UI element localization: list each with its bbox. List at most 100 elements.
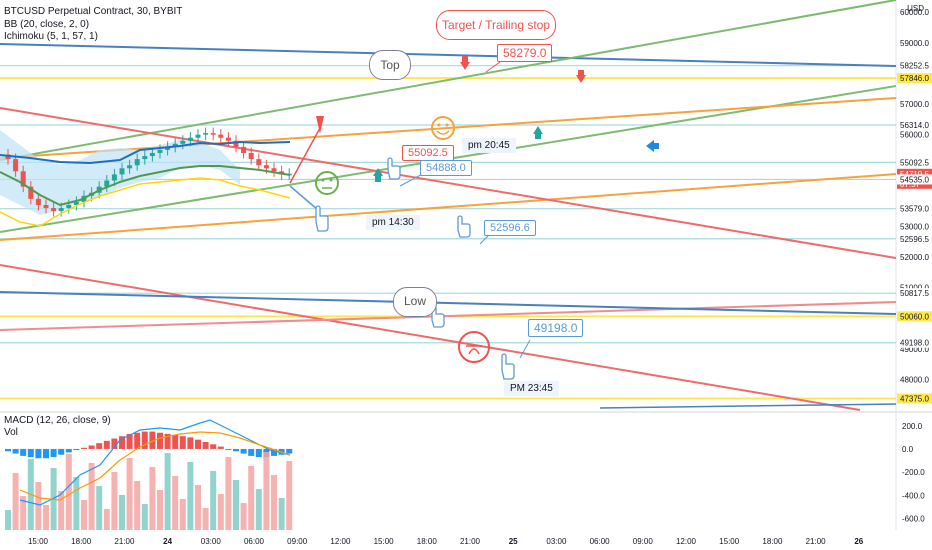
macd-bar — [255, 448, 262, 458]
candle-body — [271, 168, 277, 172]
volume-bar — [255, 489, 262, 530]
blue-trendline-short — [599, 403, 897, 409]
price-tick: 53000.0 — [900, 222, 929, 231]
sad-face-icon — [458, 331, 490, 363]
macd-bar — [96, 443, 103, 449]
price-tick: 57000.0 — [900, 100, 929, 109]
volume-bar — [96, 486, 103, 530]
time-tick: 12:00 — [676, 537, 697, 546]
price-tag-label: 56314.0 — [900, 121, 929, 130]
macd-bar — [103, 440, 110, 449]
candle-body — [127, 165, 133, 169]
macd-bar — [187, 437, 194, 449]
candle-body — [165, 146, 171, 150]
volume-bar — [210, 471, 217, 530]
target-bubble: Target / Trailing stop — [436, 10, 556, 40]
arrow-down-icon — [460, 56, 470, 70]
price-tag-label: 54535.0 — [900, 175, 929, 184]
volume-bar — [157, 490, 163, 530]
macd-bar — [88, 445, 95, 449]
price-tag-bg — [897, 168, 932, 179]
price-tag-bg — [897, 73, 932, 84]
price-tag-label: 53579.0 — [900, 205, 929, 214]
macd-tick: 0.0 — [902, 445, 914, 454]
time-tick: 12:00 — [330, 537, 351, 546]
time-tick: 26 — [854, 537, 863, 546]
price-tag-bg — [897, 174, 932, 185]
price-tag-label: 55092.5 — [900, 158, 929, 167]
volume-bar — [81, 500, 87, 530]
price-tick: 51000.0 — [900, 284, 929, 293]
candle-body — [263, 165, 269, 169]
volume-bar — [172, 476, 179, 530]
time-tick: 24 — [163, 537, 172, 546]
macd-legend: MACD (12, 26, close, 9) — [4, 415, 111, 426]
macd-bar — [225, 448, 232, 450]
price-tag-label: 57846.0 — [900, 74, 929, 83]
time-tick: 15:00 — [719, 537, 740, 546]
candle-body — [43, 205, 49, 209]
candle-body — [13, 159, 19, 172]
arrow-left-icon — [646, 140, 659, 152]
volume-bar — [149, 467, 156, 530]
volume-bar — [65, 454, 72, 530]
macd-bar — [12, 448, 19, 454]
candle-body — [58, 208, 64, 212]
candle-body — [28, 186, 34, 199]
arrow-down-icon — [576, 70, 586, 83]
time-tick: 03:00 — [201, 537, 222, 546]
volume-bar — [88, 463, 95, 530]
price-callout-58279: 58279.0 — [497, 44, 553, 62]
candle-body — [172, 143, 178, 147]
candle-body — [134, 159, 140, 166]
macd-bar — [141, 431, 148, 449]
top-bubble: Top — [369, 50, 411, 80]
candle-body — [256, 159, 262, 166]
candle-body — [142, 156, 148, 160]
volume-bar — [271, 475, 277, 530]
price-callout-49198: 49198.0 — [528, 319, 584, 337]
candle-body — [210, 133, 216, 135]
volume-bar — [134, 481, 141, 530]
macd-bar — [157, 432, 163, 449]
price-tag-bg — [897, 60, 932, 71]
price-tag-label: 52596.5 — [900, 235, 929, 244]
volume-bar — [225, 457, 232, 530]
note-1430: pm 14:30 — [366, 215, 420, 230]
time-axis: 15:00 18:00 21:00 24 03:00 06:00 09:00 12:00 15:… — [28, 537, 864, 546]
price-callout-55092: 55092.5 — [402, 145, 454, 161]
time-tick: 18:00 — [71, 537, 92, 546]
time-tick: 25 — [509, 537, 518, 546]
macd-bar — [210, 444, 217, 449]
macd-bar — [240, 448, 247, 454]
volume-bar — [195, 485, 201, 530]
price-tag-bg — [897, 288, 932, 299]
bb-legend: BB (20, close, 2, 0) — [4, 19, 90, 30]
time-tick: 09:00 — [287, 537, 308, 546]
candle-body — [66, 205, 72, 209]
price-tag-bg — [897, 203, 932, 214]
candlestick-series — [5, 127, 292, 217]
time-tick: 09:00 — [633, 537, 654, 546]
volume-bar — [286, 461, 293, 530]
candle-body — [187, 137, 193, 141]
macd-bar — [50, 448, 57, 458]
blue-trendline-top — [0, 43, 897, 67]
horizontal-levels — [0, 65, 896, 400]
candle-body — [20, 171, 26, 187]
red-trendline-lower — [0, 264, 861, 411]
time-tick: 15:00 — [28, 537, 49, 546]
low-bubble: Low — [393, 287, 437, 317]
macd-axis: 200.0 0.0 -200.0 -400.0 -600.0 — [902, 422, 925, 524]
bb-middle-line — [0, 165, 291, 207]
vol-legend: Vol — [4, 427, 18, 438]
macd-panel — [5, 431, 293, 459]
candle-body — [248, 152, 254, 160]
macd-bar — [119, 436, 125, 449]
macd-bar — [149, 431, 156, 449]
note-2345: PM 23:45 — [504, 381, 559, 396]
note-2045: pm 20:45 — [462, 138, 516, 153]
macd-bar — [286, 448, 293, 454]
macd-bar — [271, 448, 277, 456]
volume-bar — [278, 498, 285, 530]
